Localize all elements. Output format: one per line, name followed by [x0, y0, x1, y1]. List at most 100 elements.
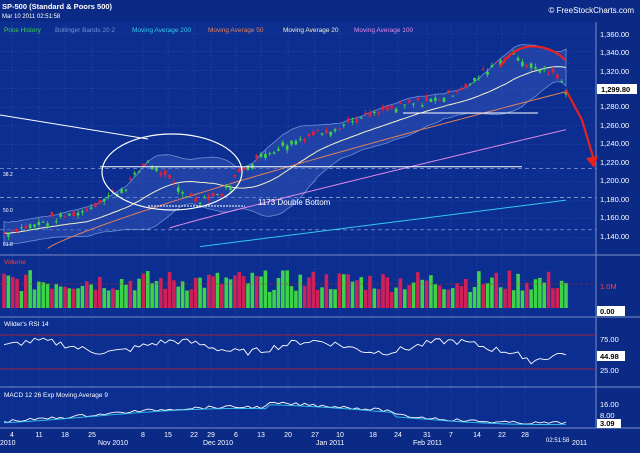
macd-lines	[3, 401, 567, 425]
candle-body	[194, 197, 197, 202]
candle-body	[24, 225, 28, 229]
legend-price-history[interactable]: Price History	[4, 27, 42, 34]
volume-bar	[433, 284, 438, 308]
ma100-line	[169, 129, 567, 229]
candle-body	[133, 172, 136, 175]
candle-body	[281, 142, 285, 146]
candle-body	[551, 68, 555, 73]
price-pane	[0, 22, 596, 254]
candle-body	[373, 111, 376, 113]
volume-bar	[180, 281, 185, 308]
volume-bar	[564, 282, 568, 308]
rsi-line	[3, 337, 567, 365]
volume-bar	[546, 271, 551, 308]
candle-body	[272, 152, 276, 154]
legend-ma200[interactable]: Moving Average 200	[132, 27, 192, 34]
candle-body	[242, 167, 245, 171]
legend-ma20[interactable]: Moving Average 20	[283, 27, 339, 34]
volume-bar	[498, 287, 503, 308]
highlight-ellipse	[101, 133, 243, 211]
volume-bar	[485, 283, 490, 308]
volume-bar	[98, 276, 102, 308]
x-tick-label: 22	[498, 432, 506, 439]
candle-body	[198, 202, 202, 205]
annotations	[0, 45, 598, 211]
volume-bar	[84, 281, 89, 308]
macd-last: 3.09	[600, 419, 615, 428]
price-tick: 1,340.00	[600, 48, 629, 57]
candle-body	[203, 197, 206, 199]
volume-last: 0.00	[600, 307, 615, 316]
volume-bar	[228, 279, 233, 308]
volume-bar	[507, 270, 512, 308]
volume-bar	[437, 285, 442, 308]
candle-body	[120, 189, 123, 193]
x-tick-label: 22	[190, 432, 198, 439]
volume-bar	[320, 287, 324, 308]
candle-body	[7, 234, 10, 237]
volume-bar	[132, 290, 137, 308]
volume-bar	[41, 282, 46, 308]
volume-bar	[106, 290, 111, 308]
volume-bar	[381, 274, 385, 308]
volume-bar	[250, 272, 255, 308]
volume-bar	[128, 280, 133, 308]
fib-label: 61.8	[3, 242, 13, 248]
volume-value-box	[597, 306, 625, 316]
volume-bar	[511, 290, 516, 308]
bollinger-bands	[3, 44, 567, 246]
rsi-title: Wilder's RSI 14	[4, 321, 49, 328]
x-tick-label: 18	[369, 432, 377, 439]
macd-line	[3, 401, 567, 425]
candle-body	[481, 69, 485, 71]
legend-ma100[interactable]: Moving Average 100	[354, 27, 414, 34]
candle-body	[277, 148, 280, 151]
candle-body	[59, 213, 62, 217]
candle-body	[94, 202, 97, 207]
candle-body	[451, 95, 455, 97]
legend: Price History Bollinger Bands 20 2 Movin…	[4, 27, 414, 34]
candle-body	[163, 170, 167, 175]
candle-body	[486, 71, 489, 75]
rsi-pane	[0, 318, 596, 386]
candle-body	[211, 192, 215, 197]
legend-ma50[interactable]: Moving Average 50	[208, 27, 264, 34]
ma20-line	[3, 66, 567, 235]
brand-label[interactable]: © FreeStockCharts.com	[549, 6, 635, 15]
candle-body	[107, 195, 110, 197]
candle-body	[41, 221, 45, 223]
candle-body	[464, 83, 468, 88]
candle-body	[455, 91, 459, 93]
volume-bar	[463, 278, 468, 308]
candle-body	[468, 83, 472, 85]
volume-title: Volume	[4, 259, 26, 266]
candle-body	[137, 171, 141, 173]
volume-bar	[198, 277, 202, 308]
legend-bollinger[interactable]: Bollinger Bands 20 2	[55, 27, 115, 34]
candle-body	[564, 91, 568, 95]
candle-body	[268, 153, 272, 155]
candle-body	[368, 112, 372, 117]
candle-body	[460, 87, 463, 91]
price-tick: 1,260.00	[600, 121, 629, 130]
x-tick-label: 31	[423, 432, 431, 439]
volume-bar	[403, 289, 407, 308]
candle-body	[246, 165, 250, 170]
candle-body	[399, 102, 402, 104]
candle-body	[307, 133, 311, 137]
x-month-label: Nov 2010	[98, 440, 128, 447]
candle-body	[176, 187, 180, 192]
candle-body	[499, 60, 502, 65]
volume-bar	[516, 273, 520, 308]
volume-bar	[211, 276, 215, 308]
macd-value-box	[597, 419, 621, 428]
candle-body	[407, 100, 411, 103]
volume-bar	[215, 272, 220, 308]
candle-body	[111, 190, 115, 192]
last-price-box	[597, 84, 637, 94]
candle-body	[33, 224, 36, 227]
candle-body	[155, 167, 158, 171]
candle-body	[20, 227, 23, 229]
x-tick-label: 10	[336, 432, 344, 439]
